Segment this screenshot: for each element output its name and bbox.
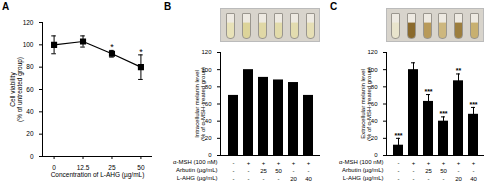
svg-text:12.5: 12.5 — [76, 164, 90, 172]
svg-text:-: - — [233, 168, 235, 174]
svg-text:-: - — [233, 176, 235, 182]
html-text:C: C — [330, 1, 338, 12]
svg-text:Concentration of L-AHG (µg/mL): Concentration of L-AHG (µg/mL) — [51, 171, 145, 179]
svg-text:***: *** — [424, 88, 432, 95]
svg-text:-: - — [413, 168, 415, 174]
svg-text:*: * — [139, 47, 143, 57]
svg-text:+: + — [247, 160, 251, 166]
svg-text:40: 40 — [26, 108, 34, 115]
svg-text:20: 20 — [290, 176, 297, 182]
html-text:A: A — [2, 1, 10, 12]
svg-text:-: - — [458, 168, 460, 174]
svg-text:25: 25 — [260, 168, 267, 174]
svg-text:+: + — [442, 160, 446, 166]
svg-text:-: - — [248, 176, 250, 182]
svg-text:**: ** — [456, 67, 462, 74]
svg-text:-: - — [398, 176, 400, 182]
svg-text:80: 80 — [205, 84, 212, 90]
svg-text:50: 50 — [137, 164, 145, 172]
svg-text:L-AHG (µg/mL): L-AHG (µg/mL) — [343, 175, 384, 181]
svg-text:20: 20 — [371, 135, 378, 141]
svg-text:40: 40 — [470, 176, 477, 182]
svg-text:***: *** — [469, 101, 477, 108]
svg-text:-: - — [263, 176, 265, 182]
svg-text:-: - — [428, 176, 430, 182]
svg-text:50: 50 — [275, 168, 282, 174]
svg-text:120: 120 — [201, 49, 212, 55]
svg-text:+: + — [412, 160, 416, 166]
svg-text:-: - — [308, 168, 310, 174]
svg-text:-: - — [293, 168, 295, 174]
svg-text:0: 0 — [52, 164, 56, 172]
svg-text:-: - — [398, 168, 400, 174]
svg-text:Arbutin (µg/mL): Arbutin (µg/mL) — [176, 167, 217, 173]
svg-text:60: 60 — [26, 86, 34, 93]
svg-text:20: 20 — [205, 135, 212, 141]
svg-text:100: 100 — [23, 41, 34, 48]
html-text:B: B — [164, 1, 172, 12]
svg-text:20: 20 — [26, 130, 34, 137]
svg-text:Arbutin (µg/mL): Arbutin (µg/mL) — [342, 167, 383, 173]
svg-text:40: 40 — [371, 118, 378, 124]
svg-text:-: - — [248, 168, 250, 174]
svg-text:+: + — [307, 160, 311, 166]
svg-text:-: - — [443, 176, 445, 182]
svg-text:*: * — [110, 42, 114, 52]
svg-text:60: 60 — [205, 101, 212, 107]
svg-text:+: + — [472, 160, 476, 166]
svg-text:20: 20 — [455, 176, 462, 182]
svg-text:Extracellular melanin level(%: Extracellular melanin level(% of α-MSH-t… — [360, 67, 372, 141]
svg-text:40: 40 — [205, 118, 212, 124]
svg-text:0: 0 — [30, 153, 34, 160]
svg-text:60: 60 — [371, 101, 378, 107]
svg-text:120: 120 — [367, 49, 378, 55]
svg-text:Intracellular melanin level(%: Intracellular melanin level(% of α-MSH-t… — [194, 67, 206, 141]
svg-text:0: 0 — [374, 152, 378, 159]
svg-text:25: 25 — [425, 168, 432, 174]
svg-text:α-MSH (100 nM): α-MSH (100 nM) — [339, 159, 383, 165]
svg-text:Cell viability(% of untreated: Cell viability(% of untreated group) — [9, 57, 24, 122]
svg-text:80: 80 — [371, 84, 378, 90]
svg-text:50: 50 — [440, 168, 447, 174]
svg-text:+: + — [262, 160, 266, 166]
svg-text:+: + — [277, 160, 281, 166]
svg-text:L-AHG (µg/mL): L-AHG (µg/mL) — [177, 175, 218, 181]
svg-text:+: + — [292, 160, 296, 166]
svg-text:-: - — [413, 176, 415, 182]
svg-text:+: + — [457, 160, 461, 166]
svg-text:***: *** — [394, 132, 402, 139]
svg-text:***: *** — [439, 110, 447, 117]
svg-text:-: - — [233, 160, 235, 166]
svg-text:100: 100 — [367, 66, 378, 73]
svg-text:100: 100 — [201, 66, 212, 73]
svg-text:-: - — [398, 160, 400, 166]
svg-text:40: 40 — [305, 176, 312, 182]
svg-text:+: + — [427, 160, 431, 166]
svg-text:-: - — [278, 176, 280, 182]
svg-text:25: 25 — [108, 164, 116, 172]
svg-text:80: 80 — [26, 63, 34, 70]
svg-text:α-MSH (100 nM): α-MSH (100 nM) — [173, 159, 217, 165]
svg-text:120: 120 — [23, 19, 34, 26]
svg-text:0: 0 — [208, 152, 212, 159]
svg-text:-: - — [473, 168, 475, 174]
